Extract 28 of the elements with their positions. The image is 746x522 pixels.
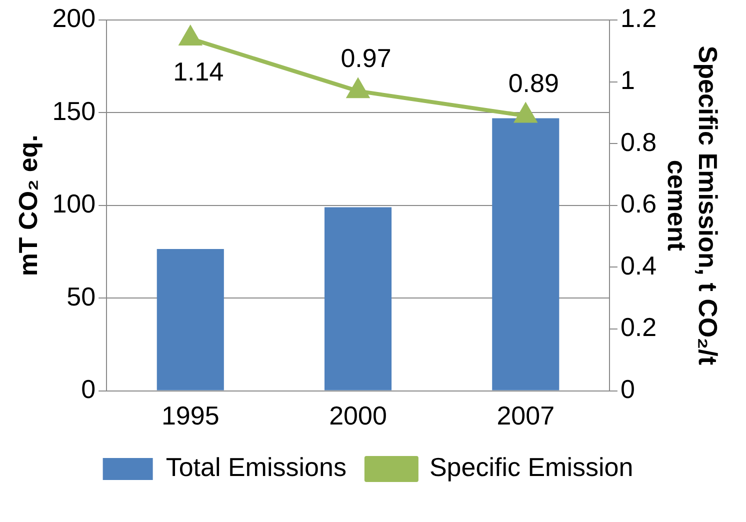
legend-label: Total Emissions xyxy=(166,452,346,482)
y2-tick-label: 1.2 xyxy=(620,3,657,34)
y2-axis-title: Specific Emission, t CO₂/t cement xyxy=(662,46,724,366)
y-tick-label: 100 xyxy=(52,188,96,219)
y-tick-label: 50 xyxy=(66,281,96,312)
y2-tick-label: 0.2 xyxy=(620,312,657,342)
y2-tick-label: 0.6 xyxy=(620,188,657,219)
y2-tick-label: 1 xyxy=(620,64,635,95)
x-tick-label: 1995 xyxy=(161,400,220,431)
data-label: 0.97 xyxy=(340,43,392,74)
data-label: 0.89 xyxy=(508,68,559,98)
point xyxy=(180,26,202,46)
y-tick-label: 0 xyxy=(81,374,96,404)
y2-tick-label: 0.4 xyxy=(620,250,657,280)
y2-tick-label: 0 xyxy=(620,374,635,404)
y-tick-label: 150 xyxy=(52,96,96,126)
bar xyxy=(156,248,224,390)
data-label: 1.14 xyxy=(173,56,224,87)
y2-tick-label: 0.8 xyxy=(620,126,657,157)
legend-label: Specific Emission xyxy=(429,452,634,482)
y-tick-label: 200 xyxy=(52,3,96,34)
point xyxy=(347,79,369,98)
y-axis-title: mT CO₂ eq. xyxy=(12,134,43,276)
x-tick-label: 2007 xyxy=(496,400,555,431)
point xyxy=(514,104,536,123)
bar xyxy=(324,207,392,390)
bar xyxy=(492,118,560,390)
x-tick-label: 2000 xyxy=(329,400,387,431)
